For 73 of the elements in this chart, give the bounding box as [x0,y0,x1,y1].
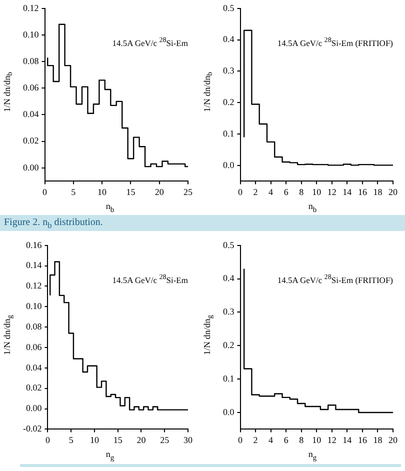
y-tick-label: 0.2 [223,97,234,108]
x-tick-label: 4 [268,434,274,445]
x-tick-label: 0 [238,434,243,445]
x-tick-label: 6 [284,186,289,197]
x-tick-label: 16 [358,434,368,445]
y-tick-label: 0.12 [23,2,39,13]
y-tick-label: 0.00 [26,403,42,414]
y-tick-label: 0.04 [23,109,40,120]
x-axis-title: n$_{b}$ [104,201,116,214]
y-tick-label: 0.04 [26,362,42,372]
y-tick-label: 0.4 [223,34,235,44]
x-tick-label: 20 [154,186,164,197]
x-tick-label: 8 [299,186,304,197]
y-tick-label: 0.3 [223,306,235,317]
y-tick-label: 0.3 [223,66,235,76]
x-tick-label: 14 [342,434,352,445]
y-tick-label: 0.4 [223,273,235,284]
x-tick-label: 0 [42,186,48,197]
x-tick-label: 30 [184,434,193,445]
x-tick-label: 0 [238,186,243,197]
y-tick-label: 0.00 [23,162,40,172]
x-tick-label: 25 [184,186,193,197]
x-tick-label: 0 [45,434,50,445]
y-tick-label: -0.02 [22,424,42,434]
x-axis-title: n$_{g}$ [104,449,116,462]
x-tick-label: 16 [358,186,368,197]
y-tick-label: 0.14 [26,260,42,270]
x-tick-label: 15 [126,186,136,197]
x-tick-label: 10 [90,434,100,445]
x-tick-label: 4 [268,186,274,197]
x-tick-label: 12 [327,186,336,197]
y-tick-label: 0.1 [223,128,234,138]
x-tick-label: 10 [98,186,108,197]
x-tick-label: 20 [136,434,146,445]
x-tick-label: 2 [253,434,258,445]
y-tick-label: 0.0 [223,406,235,417]
x-tick-label: 8 [299,434,304,445]
y-tick-label: 0.06 [23,82,40,93]
annotation: 14.5A GeV/c $^{28}$Si-Em [112,273,188,285]
x-axis-title: n$_{g}$ [307,449,318,462]
y-tick-label: 0.1 [223,373,234,384]
y-tick-label: 0.08 [23,56,40,66]
x-tick-label: 12 [327,434,336,445]
x-tick-label: 18 [373,186,383,197]
y-tick-label: 0.12 [26,280,42,291]
x-tick-label: 15 [113,434,123,445]
x-tick-label: 10 [312,186,322,197]
y-tick-label: 0.5 [223,2,235,13]
x-tick-label: 20 [388,186,398,197]
x-tick-label: 2 [253,186,258,197]
x-tick-label: 5 [68,434,74,445]
annotation: 14.5A GeV/c $^{28}$Si-Em [112,36,188,48]
x-axis-title: n$_{b}$ [307,201,318,214]
x-tick-label: 20 [388,434,398,445]
y-tick-label: 0.2 [223,340,234,350]
annotation: 14.5A GeV/c $^{28}$Si-Em (FRITIOF) [277,273,393,285]
y-tick-label: 0.10 [26,301,42,312]
x-tick-label: 6 [284,434,289,445]
y-tick-label: 0.02 [23,136,39,146]
x-tick-label: 5 [71,186,76,197]
x-tick-label: 25 [160,434,170,445]
caption: Figure 2. n$_{b}$ distribution. [4,217,103,230]
y-tick-label: 0.02 [26,382,42,393]
x-tick-label: 18 [373,434,383,445]
y-tick-label: 0.10 [23,29,40,40]
x-tick-label: 10 [312,434,322,445]
y-tick-label: 0.0 [223,160,235,170]
y-tick-label: 0.08 [26,321,42,332]
y-tick-label: 0.06 [26,342,42,352]
x-tick-label: 14 [342,186,352,197]
y-tick-label: 0.5 [223,240,235,250]
annotation: 14.5A GeV/c $^{28}$Si-Em (FRITIOF) [277,36,393,48]
y-tick-label: 0.16 [26,240,42,250]
